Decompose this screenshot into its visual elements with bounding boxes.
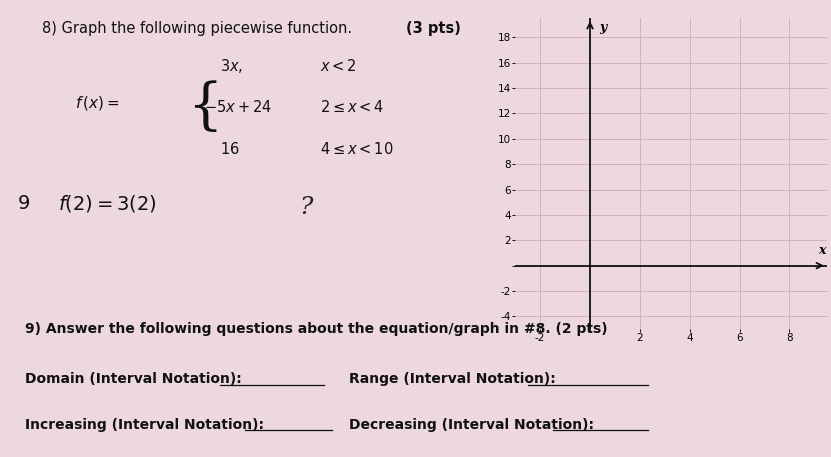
Text: $9$: $9$ — [17, 194, 30, 213]
Text: $16$: $16$ — [220, 140, 240, 157]
Text: ?: ? — [299, 197, 312, 219]
Text: $4\leq x<10$: $4\leq x<10$ — [320, 140, 394, 157]
Text: 8) Graph the following piecewise function.: 8) Graph the following piecewise functio… — [42, 21, 356, 36]
Text: $-5x+24$: $-5x+24$ — [204, 99, 272, 116]
Text: Domain (Interval Notation):: Domain (Interval Notation): — [25, 372, 242, 387]
Text: $3x,$: $3x,$ — [220, 57, 243, 75]
Text: 9) Answer the following questions about the equation/graph in #8. (2 pts): 9) Answer the following questions about … — [25, 322, 607, 336]
Text: $x<2$: $x<2$ — [320, 58, 356, 74]
Text: (3 pts): (3 pts) — [406, 21, 460, 36]
Text: Range (Interval Notation):: Range (Interval Notation): — [349, 372, 556, 387]
Text: {: { — [187, 80, 223, 135]
Text: x: x — [818, 244, 825, 257]
Text: $f(2) = 3(2)$: $f(2) = 3(2)$ — [58, 193, 157, 214]
Text: Decreasing (Interval Notation):: Decreasing (Interval Notation): — [349, 418, 594, 432]
Text: y: y — [598, 21, 606, 34]
Text: Increasing (Interval Notation):: Increasing (Interval Notation): — [25, 418, 264, 432]
Text: $f\,(x)=$: $f\,(x)=$ — [75, 94, 120, 112]
Text: $2\leq x<4$: $2\leq x<4$ — [320, 99, 384, 116]
